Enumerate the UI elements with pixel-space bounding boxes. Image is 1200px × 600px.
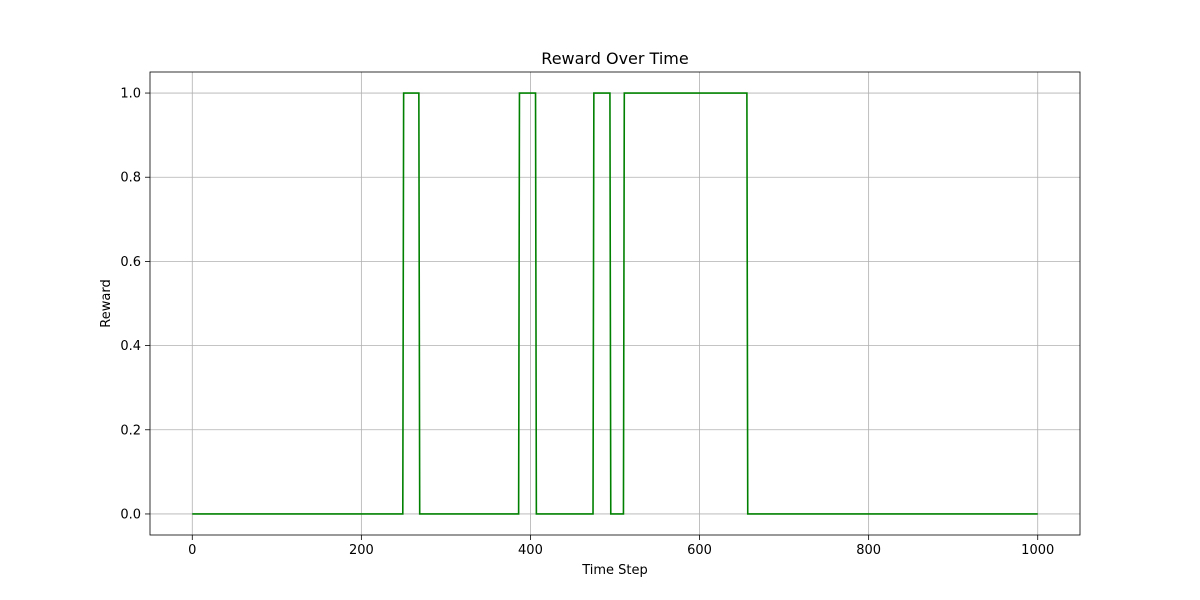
x-axis-title: Time Step [581, 563, 648, 578]
y-tick-label: 0.2 [120, 423, 141, 438]
x-tick-label: 800 [856, 543, 881, 558]
y-tick-label: 0.4 [120, 339, 141, 354]
chart-title: Reward Over Time [541, 49, 688, 68]
x-tick-label: 400 [518, 543, 543, 558]
x-tick-label: 600 [687, 543, 712, 558]
x-tick-label: 1000 [1021, 543, 1054, 558]
x-tick-label: 200 [349, 543, 374, 558]
y-tick-label: 0.6 [120, 255, 141, 270]
series-layer [192, 92, 1038, 515]
y-axis-title: Reward [99, 279, 114, 327]
y-tick-label: 0.0 [120, 507, 141, 522]
series-line-reward [192, 92, 1038, 515]
y-tick-label: 1.0 [120, 87, 141, 102]
axis-ticks: 0 200 400 600 800 1000 0.0 0.2 0.4 0.6 0.8 1.0 [120, 87, 1054, 558]
x-tick-label: 0 [188, 543, 196, 558]
plot-area-frame [149, 71, 1081, 536]
y-tick-label: 0.8 [120, 171, 141, 186]
